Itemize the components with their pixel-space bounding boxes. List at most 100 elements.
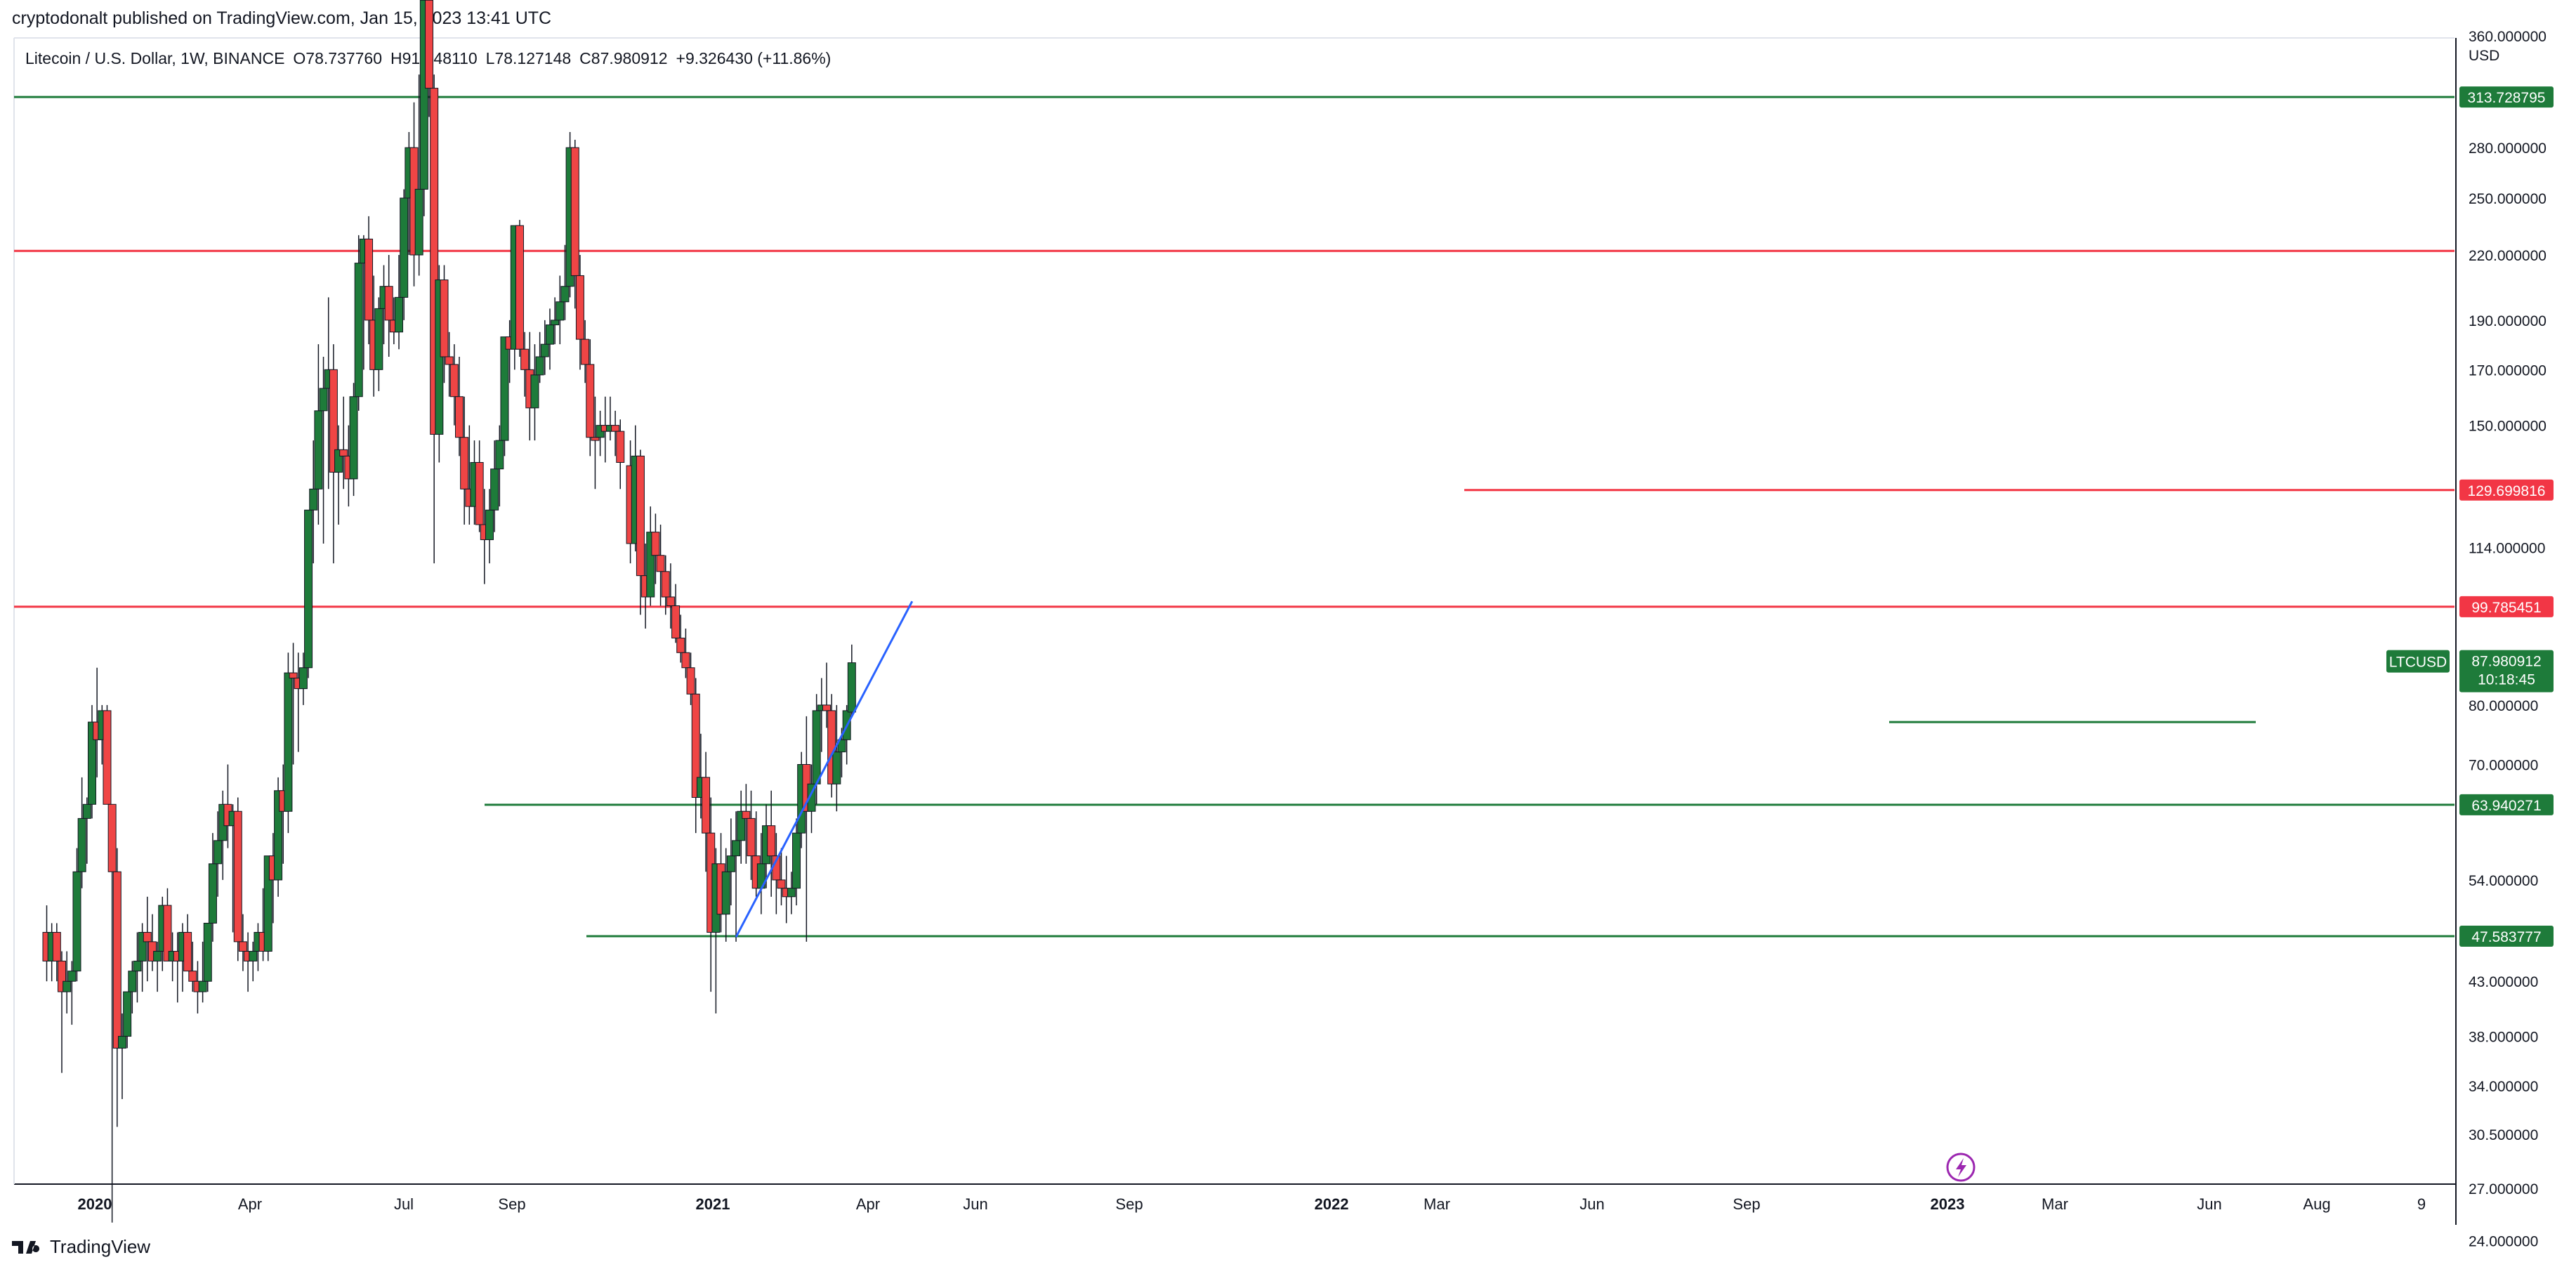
candle (87, 704, 96, 819)
candle (737, 790, 746, 864)
candle-body (651, 532, 660, 556)
candle (454, 356, 464, 457)
candle-body (133, 960, 142, 972)
candle (702, 751, 711, 872)
y-tick-label: 70.000000 (2469, 757, 2538, 773)
candle-body (666, 596, 675, 607)
x-tick-label: Sep (498, 1195, 525, 1213)
candle-body (112, 871, 121, 1049)
candle-body (656, 555, 665, 572)
candle (82, 797, 91, 864)
candle-body (425, 0, 434, 89)
candle-body (52, 932, 61, 961)
candle (400, 189, 409, 320)
candle (374, 297, 383, 391)
candle-body (82, 803, 91, 819)
candle (107, 803, 117, 1223)
candle (309, 440, 318, 564)
candle (581, 320, 590, 383)
candle-body (123, 991, 132, 1037)
candle (128, 961, 137, 1014)
low-value: L78.127148 (485, 49, 572, 67)
candle (611, 410, 620, 457)
candle-body (702, 777, 711, 834)
level-label-box (2459, 794, 2554, 815)
candle-body (551, 320, 560, 326)
level-label-text: 313.728795 (2468, 90, 2546, 106)
candle (560, 244, 570, 320)
symbol-legend: Litecoin / U.S. Dollar, 1W, BINANCE O78.7… (25, 49, 839, 68)
candle-body (349, 396, 358, 480)
symbol-description[interactable]: Litecoin / U.S. Dollar, 1W, BINANCE (25, 49, 285, 67)
level-label: 313.728795 (2459, 86, 2554, 108)
candle (339, 396, 348, 490)
last-price-value: 87.980912 (2471, 654, 2541, 670)
candle (545, 308, 554, 370)
candle (183, 914, 192, 972)
candle (319, 356, 328, 544)
candle-body (545, 324, 554, 345)
horizontal-levels[interactable] (14, 96, 2455, 938)
y-tick-label: 190.000000 (2469, 313, 2547, 329)
candle (832, 704, 841, 812)
level-label-text: 47.583777 (2471, 929, 2541, 945)
last-price-label: 87.980912 10:18:45 (2459, 650, 2554, 692)
candle-body (847, 662, 856, 713)
level-label: 99.785451 (2459, 596, 2554, 617)
currency-label: USD (2469, 48, 2499, 64)
candle (605, 396, 615, 441)
candle-body (520, 348, 530, 370)
candle (249, 941, 258, 982)
candle-body (445, 356, 454, 365)
candle-body (67, 971, 77, 982)
candle (203, 922, 212, 992)
candle (490, 440, 499, 532)
candle-body (274, 790, 283, 881)
candle (591, 396, 600, 490)
x-tick-label: Sep (1115, 1195, 1143, 1213)
trendline[interactable] (735, 600, 914, 938)
y-tick-label: 24.000000 (2469, 1234, 2538, 1250)
trendline-group[interactable] (735, 600, 914, 938)
candle-body (143, 932, 152, 943)
candle (58, 951, 66, 1073)
candle-body (107, 803, 117, 872)
candle (742, 784, 751, 864)
candle-body (284, 672, 293, 812)
candle (485, 489, 494, 564)
candle-body (198, 980, 207, 992)
x-tick-label: 2022 (1315, 1195, 1349, 1213)
candle (530, 344, 539, 441)
lightning-icon[interactable] (1946, 1152, 1976, 1182)
candle-body (822, 704, 832, 711)
time-axis-ticks: 2020 Apr Jul Sep 2021 Apr Jun Sep 2022 Mar Jun Sep 2… (78, 1195, 2426, 1213)
candle-body (364, 238, 374, 321)
x-tick-label: Jun (2197, 1195, 2221, 1213)
y-tick-label: 80.000000 (2469, 698, 2538, 714)
candle (747, 790, 756, 880)
candle-body (400, 197, 409, 298)
symbol-tag-text: LTCUSD (2389, 655, 2447, 671)
last-price-box (2459, 650, 2554, 692)
candle-body (329, 369, 338, 473)
candle (147, 914, 157, 971)
candle-body (591, 437, 600, 441)
candle-body (72, 871, 81, 972)
y-tick-label: 34.000000 (2469, 1079, 2538, 1095)
candle-body (354, 263, 363, 398)
open-value: O78.737760 (293, 49, 383, 67)
candle-body (767, 825, 776, 857)
tradingview-brand[interactable]: TradingView (12, 1236, 150, 1258)
candle-body (691, 693, 700, 798)
y-tick-label: 54.000000 (2469, 873, 2538, 889)
tradingview-logo-icon (12, 1240, 40, 1254)
level-label-box (2459, 926, 2554, 947)
y-tick-label: 114.000000 (2469, 541, 2545, 557)
candle (616, 419, 625, 490)
x-tick-label: 2021 (696, 1195, 730, 1213)
high-value: H91.648110 (390, 49, 478, 67)
candle (298, 652, 308, 705)
x-tick-label: Jul (394, 1195, 414, 1213)
candle-body (787, 888, 796, 898)
